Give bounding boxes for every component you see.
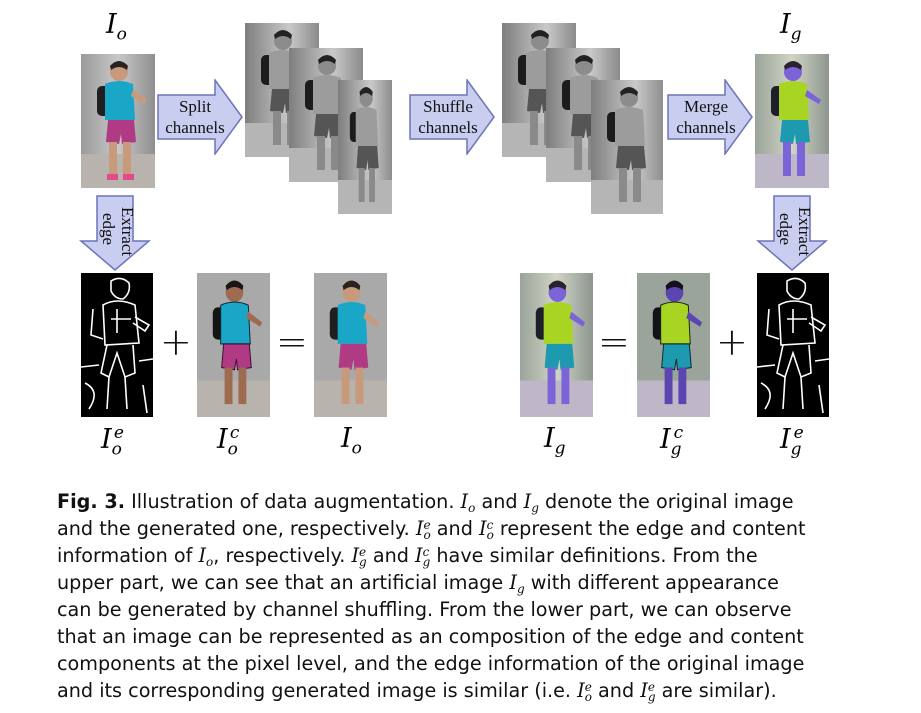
generated-edge-image bbox=[757, 273, 829, 417]
generated-content-image bbox=[637, 273, 710, 417]
label-Io-e: Ioe bbox=[101, 423, 124, 460]
original-image-bottom bbox=[314, 273, 387, 417]
caption-line-6: that an image can be represented as an c… bbox=[57, 625, 804, 648]
original-image bbox=[81, 54, 155, 188]
equals-operator-left: = bbox=[276, 320, 308, 364]
equals-operator-right: = bbox=[598, 320, 630, 364]
caption-line-5: can be generated by channel shuffling. F… bbox=[57, 598, 792, 621]
extract-edge-arrow-right: Extract edge bbox=[755, 195, 829, 271]
merge-channels-label: Merge channels bbox=[676, 97, 736, 137]
split-channels-arrow: Split channels bbox=[157, 77, 243, 157]
label-Ig: Ig bbox=[544, 423, 566, 459]
original-image-top-label: Io bbox=[106, 9, 127, 45]
figure-caption: Fig. 3. Illustration of data augmentatio… bbox=[57, 488, 853, 704]
plus-operator-right: + bbox=[716, 320, 748, 364]
caption-line-1: Fig. 3. Illustration of data augmentatio… bbox=[57, 488, 853, 515]
split-channel-stack bbox=[245, 23, 393, 214]
extract-edge-label-right: Extract edge bbox=[776, 207, 814, 257]
generated-image-top-label: Ig bbox=[780, 9, 802, 45]
caption-line-4: upper part, we can see that an artificia… bbox=[57, 571, 779, 596]
split-channels-label: Split channels bbox=[165, 97, 225, 137]
original-edge-image bbox=[81, 273, 153, 417]
extract-edge-arrow-left: Extract edge bbox=[78, 195, 152, 271]
shuffle-channels-label: Shuffle channels bbox=[418, 97, 478, 137]
label-Io-c: Ioc bbox=[217, 423, 240, 460]
shuffle-channels-arrow: Shuffle channels bbox=[409, 77, 495, 157]
original-content-image bbox=[197, 273, 270, 417]
caption-line-7: components at the pixel level, and the e… bbox=[57, 652, 805, 675]
plus-operator-left: + bbox=[160, 320, 192, 364]
label-Io: Io bbox=[341, 423, 362, 459]
label-Ig-c: Igc bbox=[660, 423, 684, 460]
shuffled-channel-stack bbox=[502, 23, 665, 214]
generated-image bbox=[755, 54, 829, 188]
label-Ig-e: Ige bbox=[780, 423, 804, 460]
generated-image-bottom bbox=[520, 273, 593, 417]
merge-channels-arrow: Merge channels bbox=[667, 77, 753, 157]
extract-edge-label-left: Extract edge bbox=[99, 207, 137, 257]
figure-label: Fig. 3. bbox=[57, 490, 126, 513]
caption-line-8: and its corresponding generated image is… bbox=[57, 679, 777, 704]
